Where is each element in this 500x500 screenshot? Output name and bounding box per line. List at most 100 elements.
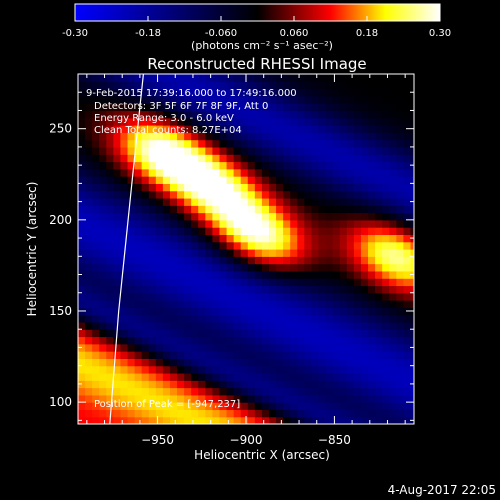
heatmap-cell [78, 219, 86, 228]
heatmap-cell [346, 132, 355, 141]
heatmap-cell [169, 372, 178, 381]
heatmap-cell [141, 154, 150, 163]
heatmap-cell [134, 139, 143, 148]
heatmap-cell [368, 256, 376, 265]
heatmap-cell [134, 154, 143, 163]
heatmap-cell [360, 139, 369, 148]
heatmap-cell [92, 227, 100, 236]
heatmap-cell [276, 161, 284, 170]
heatmap-cell [198, 154, 206, 163]
heatmap-cell [339, 249, 348, 257]
heatmap-cell [106, 81, 114, 90]
heatmap-cell [127, 249, 136, 257]
heatmap-cell [375, 285, 383, 294]
heatmap-cell [120, 329, 129, 338]
heatmap-cell [332, 307, 341, 316]
heatmap-cell [99, 110, 107, 119]
heatmap-cell [325, 81, 334, 90]
heatmap-cell [375, 212, 383, 221]
heatmap-cell [325, 387, 334, 396]
heatmap-cell [332, 103, 341, 112]
heatmap-cell [268, 256, 277, 265]
heatmap-cell [410, 358, 414, 367]
heatmap-cell [226, 212, 235, 221]
heatmap-cell [113, 81, 122, 90]
x-axis-ticks: −950 −900 −850 [86, 74, 406, 447]
heatmap-cell [219, 278, 228, 287]
heatmap-cell [247, 219, 256, 228]
heatmap-cell [311, 190, 320, 199]
heatmap-cell [198, 241, 206, 250]
heatmap-cell [389, 351, 397, 359]
heatmap-cell [247, 154, 256, 163]
heatmap-cell [283, 197, 291, 206]
heatmap-cell [368, 161, 376, 170]
heatmap-cell [311, 125, 320, 133]
heatmap-cell [127, 161, 136, 170]
heatmap-cell [297, 300, 305, 308]
heatmap-cell [268, 292, 277, 301]
heatmap-cell [120, 241, 129, 250]
heatmap-cell [318, 110, 327, 119]
heatmap-cell [382, 117, 390, 126]
heatmap-cell [85, 387, 93, 396]
heatmap-cell [177, 372, 185, 381]
heatmap-cell [219, 117, 228, 126]
heatmap-cell [304, 285, 313, 294]
heatmap-cell [304, 416, 313, 424]
heatmap-cell [247, 321, 256, 330]
heatmap-cell [247, 183, 256, 192]
heatmap-cell [162, 197, 171, 206]
heatmap-cell [155, 168, 164, 177]
heatmap-cell [339, 270, 348, 279]
heatmap-cell [99, 146, 107, 155]
heatmap-cell [184, 81, 192, 90]
heatmap-cell [382, 372, 390, 381]
heatmap-cell [297, 241, 305, 250]
heatmap-cell [205, 74, 213, 82]
heatmap-cell [339, 183, 348, 192]
heatmap-cell [403, 103, 412, 112]
heatmap-cell [346, 234, 355, 243]
heatmap-cell [233, 285, 242, 294]
heatmap-cell [276, 358, 284, 367]
heatmap-cell [113, 110, 122, 119]
heatmap-cell [382, 161, 390, 170]
heatmap-cell [311, 416, 320, 424]
heatmap-cell [268, 183, 277, 192]
heatmap-cell [141, 161, 150, 170]
heatmap-cell [339, 278, 348, 287]
heatmap-cell [396, 329, 404, 338]
heatmap-cell [134, 219, 143, 228]
heatmap-cell [304, 256, 313, 265]
heatmap-cell [304, 263, 313, 272]
heatmap-cell [155, 270, 164, 279]
heatmap-cell [191, 212, 199, 221]
heatmap-cell [389, 183, 397, 192]
heatmap-cell [276, 154, 284, 163]
heatmap-cell [297, 81, 305, 90]
heatmap-cell [318, 103, 327, 112]
heatmap-cell [198, 343, 206, 352]
heatmap-cell [205, 307, 213, 316]
heatmap-cell [290, 270, 298, 279]
heatmap-cell [360, 358, 369, 367]
heatmap-cell [261, 372, 270, 381]
heatmap-cell [99, 416, 107, 424]
heatmap-cell [184, 125, 192, 133]
heatmap-cell [148, 88, 157, 97]
heatmap-cell [311, 380, 320, 389]
heatmap-cell [141, 81, 150, 90]
heatmap-cell [134, 227, 143, 236]
heatmap-cell [346, 307, 355, 316]
heatmap-cell [283, 321, 291, 330]
heatmap-cell [205, 329, 213, 338]
heatmap-cell [198, 88, 206, 97]
heatmap-cell [290, 256, 298, 265]
heatmap-cell [276, 278, 284, 287]
heatmap-cell [85, 329, 93, 338]
heatmap-cell [99, 154, 107, 163]
heatmap-cell [389, 416, 397, 424]
heatmap-cell [240, 365, 249, 374]
heatmap-cell [240, 402, 249, 411]
